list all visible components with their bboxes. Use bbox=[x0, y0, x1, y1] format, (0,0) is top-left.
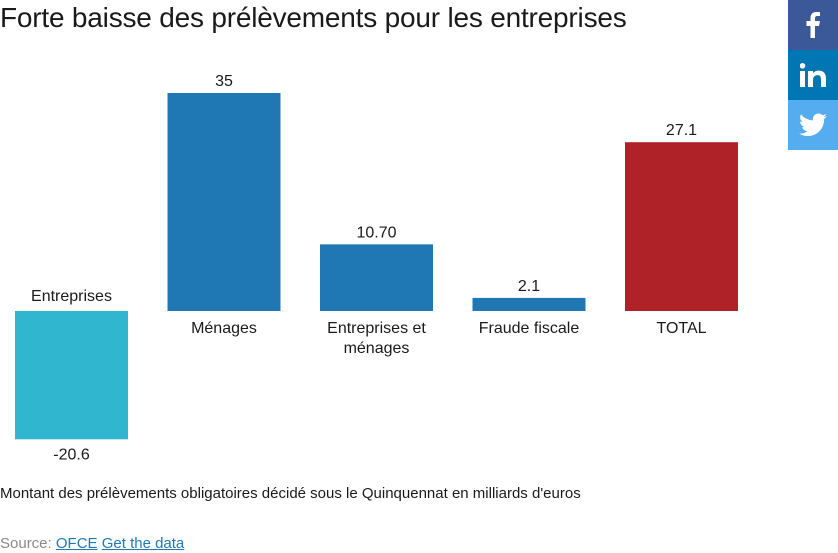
ofce-link[interactable]: OFCE bbox=[55, 535, 98, 552]
category-label-4-0: TOTAL bbox=[656, 320, 706, 337]
get-data-link[interactable]: Get the data bbox=[101, 535, 185, 552]
value-label-4: 27.1 bbox=[666, 122, 697, 139]
bar-3 bbox=[472, 297, 586, 311]
category-label-0-0: Entreprises bbox=[31, 288, 112, 305]
value-label-3: 2.1 bbox=[518, 278, 540, 295]
linkedin-share-button[interactable] bbox=[788, 50, 838, 100]
value-label-1: 35 bbox=[215, 73, 233, 90]
linkedin-icon bbox=[800, 63, 826, 87]
value-label-2: 10.70 bbox=[356, 224, 396, 241]
category-label-3-0: Fraude fiscale bbox=[479, 320, 580, 337]
bar-chart: Entreprises -20.6 35 Ménages 10.70 Entreprise… bbox=[15, 73, 738, 463]
social-share-bar bbox=[788, 0, 838, 150]
source-line: Source: OFCE Get the data bbox=[0, 535, 184, 552]
bar-1 bbox=[167, 93, 281, 311]
source-label: Source: bbox=[0, 535, 52, 552]
twitter-icon bbox=[799, 113, 827, 137]
bar-0 bbox=[15, 311, 128, 440]
facebook-share-button[interactable] bbox=[788, 0, 838, 50]
category-label-2-0: Entreprises et bbox=[327, 320, 426, 337]
facebook-icon bbox=[806, 12, 820, 38]
chart-caption: Montant des prélèvements obligatoires dé… bbox=[0, 485, 581, 502]
bar-2 bbox=[320, 244, 433, 311]
chart-title: Forte baisse des prélèvements pour les e… bbox=[0, 2, 627, 33]
twitter-share-button[interactable] bbox=[788, 100, 838, 150]
category-label-2-1: ménages bbox=[344, 340, 410, 357]
bar-4 bbox=[625, 142, 738, 311]
value-label-0: -20.6 bbox=[53, 446, 90, 463]
category-label-1-0: Ménages bbox=[191, 320, 257, 337]
